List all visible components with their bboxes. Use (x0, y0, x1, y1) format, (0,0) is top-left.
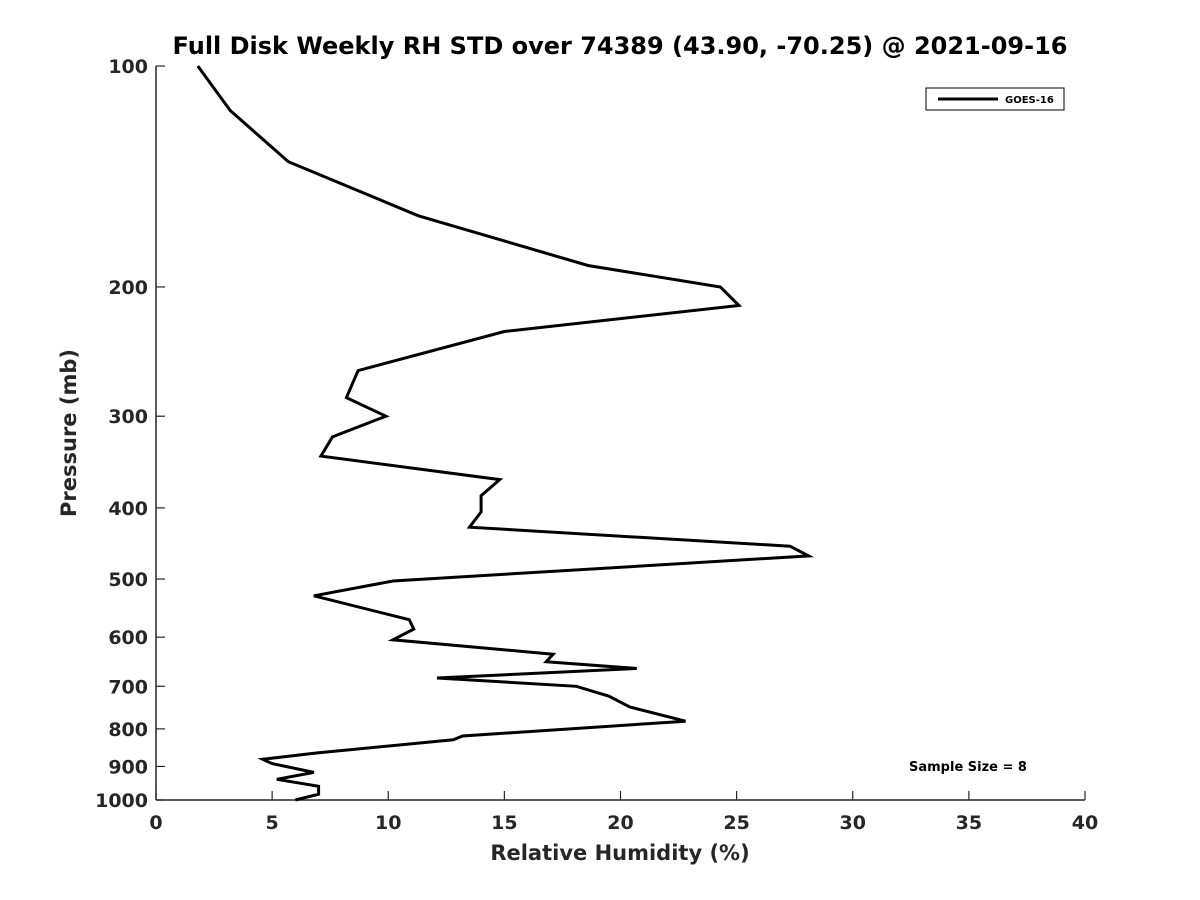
y-tick-label: 400 (108, 498, 148, 520)
y-axis-ticks: 100 200 300 400 500 600 700 800 900 1000 (95, 56, 165, 812)
sample-size-annotation: Sample Size = 8 (909, 760, 1027, 775)
series-line-goes-16 (196, 65, 815, 802)
x-tick-label: 10 (375, 812, 401, 834)
y-tick-label: 600 (108, 627, 148, 649)
x-tick-label: 15 (491, 812, 517, 834)
y-tick-label: 500 (108, 569, 148, 591)
x-tick-label: 5 (266, 812, 279, 834)
y-tick-label: 1000 (95, 790, 148, 812)
y-axis-label: Pressure (mb) (57, 349, 81, 517)
x-tick-label: 35 (956, 812, 982, 834)
y-tick-label: 100 (108, 56, 148, 78)
y-tick-label: 300 (108, 406, 148, 428)
x-tick-label: 25 (723, 812, 749, 834)
x-tick-label: 0 (149, 812, 162, 834)
legend-entry-goes-16: GOES-16 (1005, 95, 1054, 106)
chart-title: Full Disk Weekly RH STD over 74389 (43.9… (173, 32, 1068, 60)
x-axis-ticks: 0 5 10 15 20 25 30 35 40 (149, 791, 1098, 834)
x-axis-label: Relative Humidity (%) (490, 841, 749, 865)
x-tick-label: 40 (1072, 812, 1098, 834)
y-tick-label: 200 (108, 277, 148, 299)
y-tick-label: 700 (108, 676, 148, 698)
x-tick-label: 20 (607, 812, 633, 834)
y-tick-label: 900 (108, 756, 148, 778)
series-group (196, 65, 815, 802)
y-tick-label: 800 (108, 719, 148, 741)
legend: GOES-16 (925, 87, 1065, 111)
x-tick-label: 30 (840, 812, 866, 834)
